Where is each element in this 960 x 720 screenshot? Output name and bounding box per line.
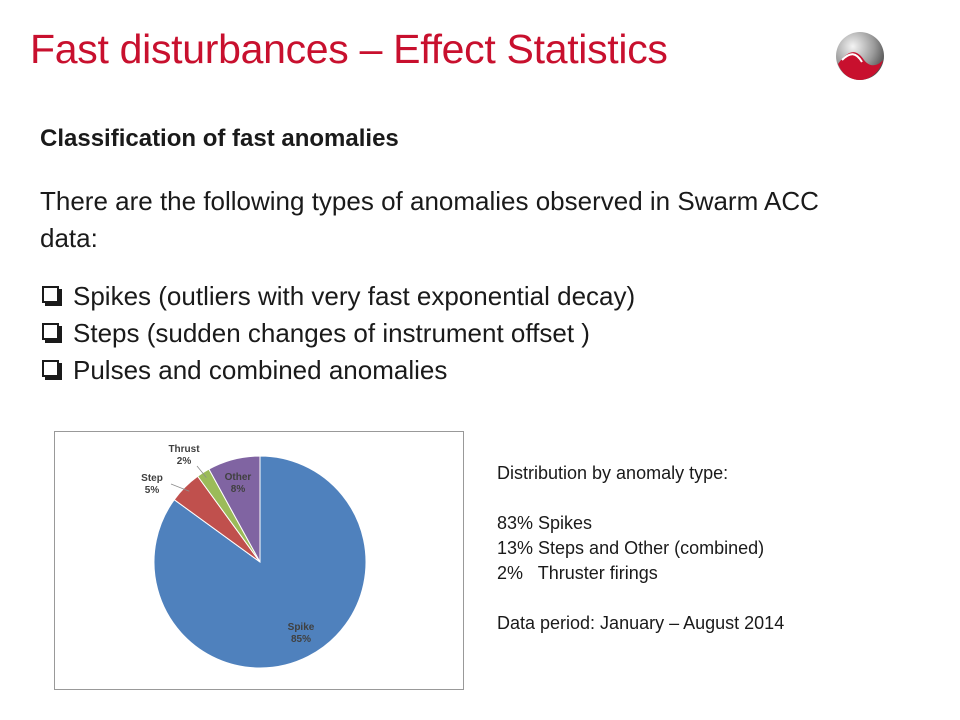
slide-title: Fast disturbances – Effect Statistics: [30, 26, 668, 72]
list-item: Pulses and combined anomalies: [40, 352, 635, 389]
checkbox-bullet-icon: [42, 323, 59, 340]
pie-label-other: Other: [225, 472, 252, 483]
pie-value-spike: 85%: [291, 634, 311, 645]
section-heading: Classification of fast anomalies: [40, 125, 399, 152]
pie-label-spike: Spike: [288, 622, 315, 633]
list-item: Steps (sudden changes of instrument offs…: [40, 315, 635, 352]
pie-value-other: 8%: [231, 484, 246, 495]
pie-slice-other: [208, 455, 261, 563]
anomaly-type-list: Spikes (outliers with very fast exponent…: [40, 278, 635, 389]
data-period: Data period: January – August 2014: [497, 613, 785, 633]
pie-value-thrust: 2%: [177, 456, 192, 467]
pie-value-step: 5%: [145, 485, 160, 496]
distribution-line: 13% Steps and Other (combined): [497, 538, 765, 558]
company-logo-icon: [836, 32, 884, 80]
checkbox-bullet-icon: [42, 286, 59, 303]
list-item-label: Steps (sudden changes of instrument offs…: [73, 318, 590, 348]
pie-leader-line: [196, 465, 207, 478]
intro-text: There are the following types of anomali…: [40, 186, 819, 253]
pie-leader-line: [170, 483, 190, 492]
list-item: Spikes (outliers with very fast exponent…: [40, 278, 635, 315]
distribution-line: 83% Spikes: [497, 513, 593, 533]
list-item-label: Pulses and combined anomalies: [73, 355, 448, 385]
checkbox-bullet-icon: [42, 360, 59, 377]
list-item-label: Spikes (outliers with very fast exponent…: [73, 281, 636, 311]
distribution-header: Distribution by anomaly type:: [497, 463, 729, 483]
distribution-summary: Distribution by anomaly type: 83% Spikes…: [497, 461, 784, 636]
distribution-line: 2% Thruster firings: [497, 563, 658, 583]
pie-label-step: Step: [141, 473, 163, 484]
pie-label-thrust: Thrust: [168, 444, 200, 455]
pie-chart-frame: Spike 85% Step 5% Thrust 2% Other 8%: [54, 431, 464, 690]
